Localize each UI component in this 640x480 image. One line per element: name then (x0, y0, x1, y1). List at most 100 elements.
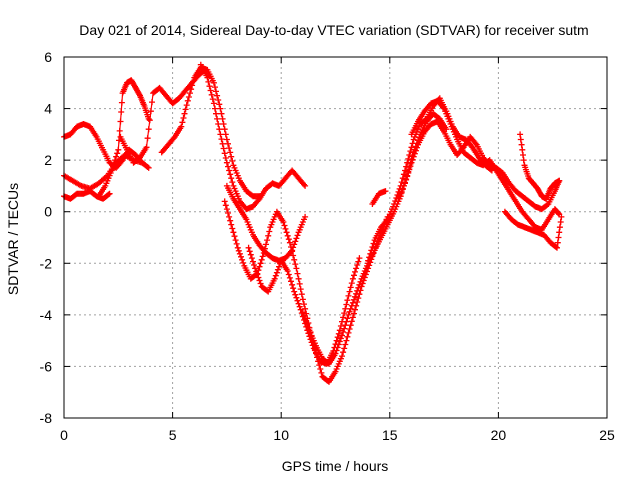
data-point (293, 235, 300, 242)
data-point (317, 366, 324, 372)
data-point (296, 280, 303, 287)
series-trace (517, 131, 563, 202)
data-point (290, 252, 297, 259)
data-point (352, 306, 358, 313)
data-point (368, 247, 375, 254)
data-point (216, 101, 223, 108)
data-point (147, 108, 154, 115)
data-point (210, 100, 217, 107)
data-point (344, 297, 351, 304)
data-point (351, 296, 357, 303)
data-point (553, 244, 559, 250)
data-point (302, 213, 309, 220)
data-point (406, 166, 413, 173)
data-point (301, 181, 307, 188)
y-tick-label: 6 (44, 49, 52, 65)
data-point (225, 163, 231, 170)
data-point (292, 291, 299, 298)
data-point (517, 131, 524, 138)
data-point (190, 78, 197, 85)
data-point (149, 99, 155, 106)
data-point (271, 275, 278, 282)
y-tick-label: 4 (44, 101, 52, 117)
data-point (343, 301, 350, 308)
data-point (182, 106, 189, 113)
data-point (301, 301, 307, 308)
data-point (228, 153, 235, 160)
data-point (392, 198, 399, 204)
data-point (332, 350, 339, 357)
data-point (215, 121, 222, 127)
data-point (222, 155, 229, 161)
data-point (346, 308, 353, 315)
data-point (342, 322, 349, 329)
data-point (228, 175, 235, 182)
y-axis-label: SDTVAR / TECUs (5, 183, 21, 295)
data-point (116, 127, 123, 134)
data-point (294, 270, 301, 277)
data-point (355, 258, 362, 265)
data-point (318, 369, 325, 376)
data-point (274, 266, 281, 273)
data-point (213, 88, 219, 95)
data-point (256, 263, 263, 270)
data-point (347, 284, 354, 291)
data-point (210, 79, 217, 86)
series-trace (95, 77, 152, 200)
x-tick-label: 5 (169, 427, 177, 443)
data-point (228, 221, 235, 228)
data-point (179, 119, 186, 126)
y-tick-label: 2 (44, 152, 52, 168)
data-point (146, 117, 153, 124)
data-point (354, 299, 361, 305)
data-point (266, 228, 273, 235)
data-point (340, 349, 347, 356)
data-point (356, 255, 363, 262)
data-point (367, 250, 374, 257)
data-point (289, 281, 296, 288)
data-point (341, 325, 348, 332)
data-point (291, 241, 298, 248)
data-point (554, 244, 560, 251)
data-point (288, 244, 294, 250)
data-point (184, 97, 191, 104)
data-point (214, 115, 221, 122)
data-point (111, 160, 117, 167)
data-point (305, 324, 312, 331)
data-point (354, 262, 361, 268)
data-point (398, 179, 405, 186)
data-point (342, 341, 349, 348)
data-point (189, 82, 196, 89)
data-point (344, 315, 351, 322)
data-point (187, 90, 193, 97)
data-point (217, 131, 224, 138)
data-point (346, 326, 353, 332)
data-point (290, 285, 297, 292)
data-point (294, 232, 301, 239)
data-point (260, 250, 267, 256)
data-point (404, 173, 411, 180)
series-trace (117, 66, 209, 166)
data-point (409, 140, 416, 147)
data-point (409, 156, 416, 163)
data-point (348, 302, 355, 309)
data-point (286, 239, 293, 246)
data-point (370, 240, 377, 247)
data-point (254, 271, 261, 278)
data-point (221, 150, 228, 157)
data-point (283, 229, 290, 236)
data-point (282, 225, 289, 232)
data-point (280, 219, 287, 225)
y-tick-label: 0 (44, 204, 52, 220)
data-point (292, 261, 299, 268)
data-point (302, 315, 309, 322)
data-point (246, 248, 253, 255)
x-tick-label: 20 (491, 427, 507, 443)
data-point (316, 362, 323, 369)
data-point (144, 164, 151, 170)
data-point (219, 115, 226, 122)
data-point (281, 222, 288, 229)
data-point (256, 277, 263, 284)
data-point (555, 234, 562, 241)
